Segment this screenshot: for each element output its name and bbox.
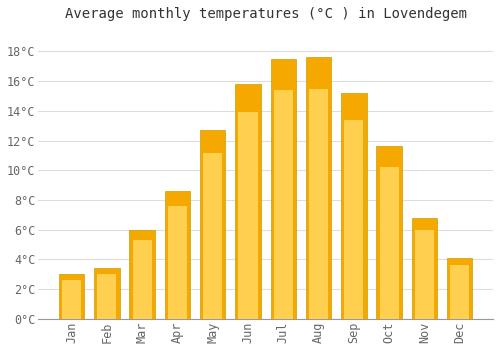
Bar — [274, 90, 293, 319]
Bar — [412, 218, 437, 319]
Bar — [59, 274, 84, 319]
Bar — [130, 230, 155, 319]
Bar — [415, 230, 434, 319]
Bar — [200, 130, 226, 319]
Title: Average monthly temperatures (°C ) in Lovendegem: Average monthly temperatures (°C ) in Lo… — [64, 7, 466, 21]
Bar — [132, 240, 152, 319]
Bar — [447, 258, 472, 319]
Bar — [62, 280, 81, 319]
Bar — [341, 93, 366, 319]
Bar — [270, 59, 296, 319]
Bar — [203, 153, 222, 319]
Bar — [94, 268, 120, 319]
Bar — [306, 57, 332, 319]
Bar — [164, 191, 190, 319]
Bar — [376, 147, 402, 319]
Bar — [450, 265, 469, 319]
Bar — [236, 84, 260, 319]
Bar — [380, 167, 398, 319]
Bar — [344, 120, 364, 319]
Bar — [168, 206, 187, 319]
Bar — [98, 274, 116, 319]
Bar — [238, 112, 258, 319]
Bar — [309, 89, 328, 319]
